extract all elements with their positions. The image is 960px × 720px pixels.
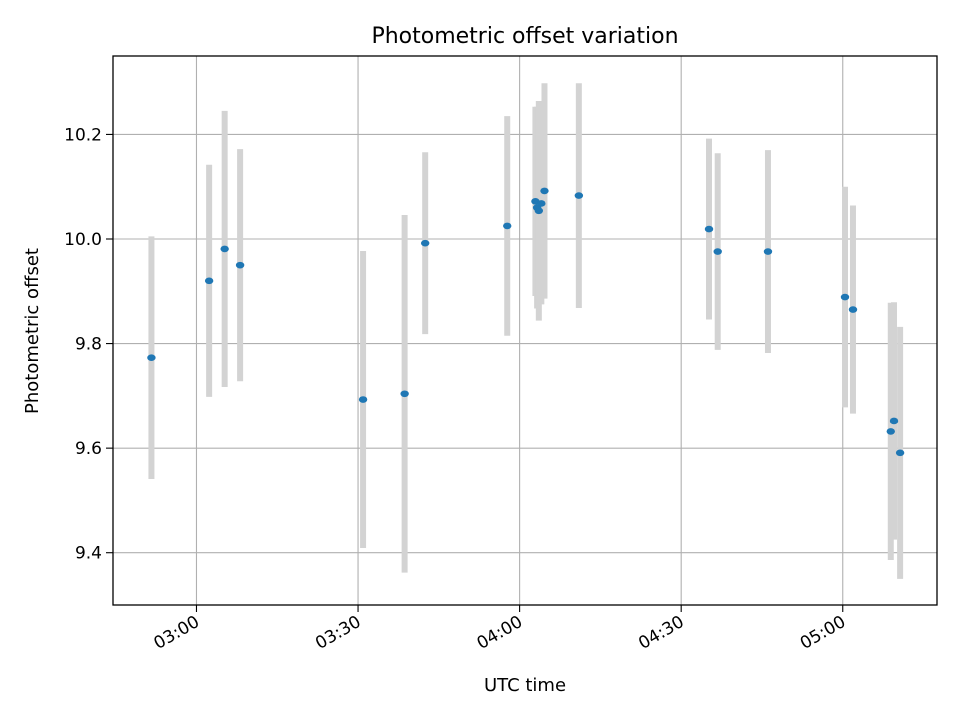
data-point (713, 248, 722, 255)
y-axis-ticks: 9.4 9.6 9.8 10.0 10.2 (64, 125, 113, 564)
y-tick-label: 9.8 (75, 335, 102, 355)
data-point (540, 187, 549, 195)
plot-frame (112, 55, 938, 606)
grid (113, 56, 937, 605)
data-points (147, 187, 905, 457)
data-point (574, 192, 584, 199)
x-axis-label: UTC time (484, 675, 566, 696)
chart-title: Photometric offset variation (371, 24, 678, 49)
data-point (400, 390, 409, 398)
data-point (503, 222, 512, 230)
data-point (204, 277, 214, 285)
data-point (220, 245, 229, 253)
data-point (889, 417, 899, 425)
data-point (886, 428, 895, 435)
plot-area (113, 56, 937, 605)
data-point (704, 225, 714, 233)
data-point (358, 396, 368, 403)
data-point (840, 293, 850, 301)
data-point (235, 261, 245, 269)
data-point (537, 200, 546, 207)
data-point (420, 239, 430, 247)
data-point (147, 354, 156, 361)
data-point (534, 207, 544, 215)
y-tick-label: 10.0 (64, 230, 102, 250)
data-point (763, 248, 773, 255)
y-tick-label: 9.4 (75, 544, 102, 564)
data-point (848, 306, 858, 313)
data-point (895, 449, 905, 457)
y-tick-label: 10.2 (64, 125, 102, 145)
y-axis-label: Photometric offset (22, 248, 43, 414)
y-tick-label: 9.6 (75, 439, 102, 459)
